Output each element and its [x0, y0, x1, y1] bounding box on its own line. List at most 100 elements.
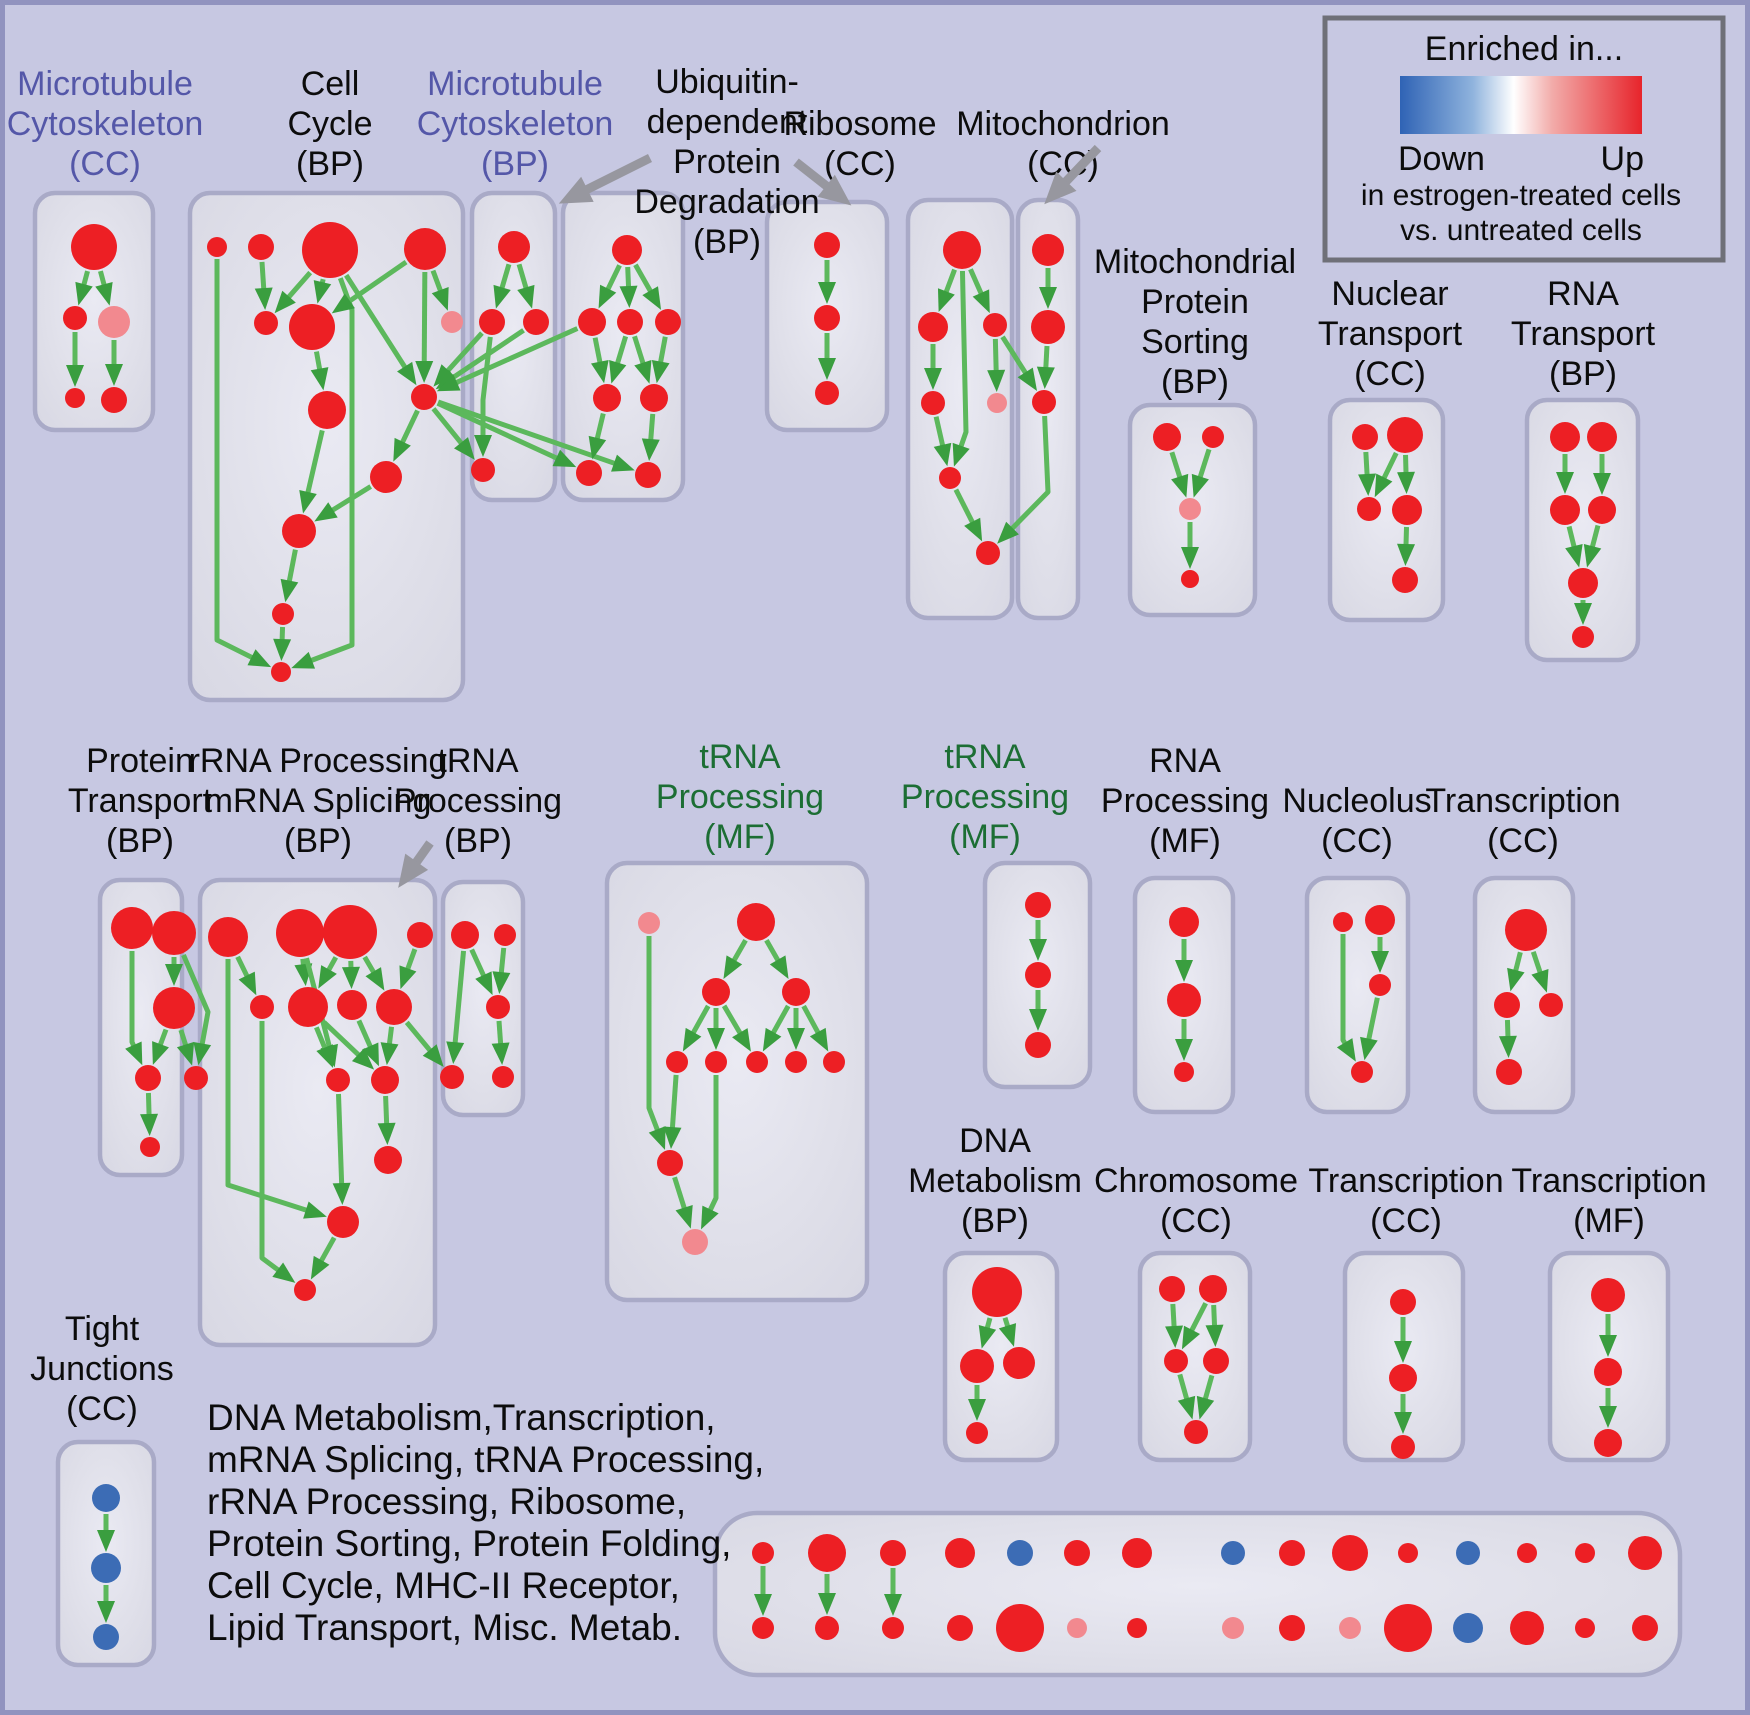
edge-arrow [273, 626, 292, 662]
go-term-node [1181, 570, 1199, 588]
edge-arrow [436, 401, 577, 468]
cluster-label: (BP) [1549, 355, 1617, 393]
go-term-node [184, 1066, 208, 1090]
cluster-label: (BP) [284, 822, 352, 860]
edge-arrow [1498, 1019, 1517, 1059]
cluster-label: Cycle [287, 105, 372, 143]
edge-arrow [1169, 451, 1189, 498]
edge-arrow [1191, 448, 1212, 498]
cluster-label: RNA [1547, 275, 1619, 313]
edge-arrow [721, 1004, 751, 1052]
go-term-node [498, 231, 530, 263]
go-term-node [947, 1615, 973, 1641]
edge-arrow [952, 270, 970, 467]
go-term-node [576, 460, 602, 486]
cluster-label: Protein [1141, 283, 1249, 321]
go-term-node [808, 1534, 846, 1572]
cluster-label: (CC) [1354, 355, 1426, 393]
edge-arrow [318, 956, 339, 989]
go-term-node [376, 989, 412, 1025]
go-term-node [1159, 1276, 1185, 1302]
go-term-node [92, 1484, 120, 1512]
go-term-node [323, 905, 377, 959]
go-term-node [371, 1066, 399, 1094]
edge-arrow [682, 1004, 711, 1052]
edge-arrow [591, 337, 609, 384]
label-pointer-arrow [1044, 144, 1102, 205]
cluster-label: Transport [1318, 315, 1463, 353]
legend-title: Enriched in... [1425, 30, 1623, 68]
go-term-node [635, 462, 661, 488]
cluster-label: Ribosome [783, 105, 936, 143]
go-term-node [374, 1146, 402, 1174]
go-term-node [1203, 1348, 1229, 1374]
edge-arrow [436, 326, 579, 392]
go-term-node [823, 1051, 845, 1073]
go-term-node [523, 309, 549, 335]
edge-arrow [1177, 1373, 1196, 1420]
go-term-node [282, 514, 316, 548]
go-term-node [248, 234, 274, 260]
edge-arrow [415, 271, 434, 384]
go-term-node [276, 909, 324, 957]
cluster-label: Ubiquitin- [655, 63, 799, 101]
go-term-node [1153, 423, 1181, 451]
go-term-node [1357, 497, 1381, 521]
edge-arrow [274, 270, 313, 314]
edge-arrow [651, 336, 670, 384]
go-term-node [960, 1349, 994, 1383]
edge-arrow [953, 488, 983, 542]
go-term-node [815, 1616, 839, 1640]
go-term-node [1384, 1604, 1432, 1652]
go-term-node [1387, 417, 1423, 453]
go-term-node [1575, 1618, 1595, 1638]
go-term-node [578, 308, 606, 336]
edge-arrow [356, 1019, 379, 1067]
edge-arrow [140, 1092, 159, 1137]
edge-arrow [1374, 451, 1399, 498]
edge-arrow [214, 259, 272, 668]
cluster-label: (BP) [961, 1202, 1029, 1240]
go-term-node [785, 1051, 807, 1073]
cluster-label: Mitochondrion [956, 105, 1170, 143]
go-term-node [140, 1137, 160, 1157]
go-term-node [1279, 1615, 1305, 1641]
cluster-label: Tight [65, 1310, 140, 1348]
go-term-node [254, 311, 278, 335]
go-term-node [752, 1542, 774, 1564]
legend-box [1322, 15, 1726, 263]
go-term-node [1184, 1420, 1208, 1444]
go-term-node [1517, 1543, 1537, 1563]
go-term-node [1174, 1062, 1194, 1082]
cluster-label: Cytoskeleton [417, 105, 614, 143]
edge-arrow [474, 336, 493, 457]
edge-arrow [399, 948, 418, 990]
go-term-node [1632, 1615, 1658, 1641]
cluster-label: (BP) [106, 822, 174, 860]
go-term-node [752, 1617, 774, 1639]
go-term-node [337, 990, 367, 1020]
go-term-node [271, 662, 291, 682]
go-term-node [492, 1066, 514, 1088]
edge-arrow [331, 260, 408, 314]
go-term-node [250, 995, 274, 1019]
go-term-node [111, 907, 153, 949]
go-term-node [327, 1206, 359, 1238]
cluster-label: Processing [901, 778, 1069, 816]
go-term-node [1339, 1617, 1361, 1639]
label-pointer-arrow [398, 840, 434, 888]
cluster-label: Transcription [1511, 1162, 1706, 1200]
label-pointer-arrow [793, 158, 852, 206]
edge-arrow [332, 1093, 351, 1206]
go-term-node [1031, 310, 1065, 344]
go-term-node [1594, 1429, 1622, 1457]
cluster-label: Transport [1511, 315, 1656, 353]
edge-arrow [1165, 1303, 1184, 1349]
go-term-node [1067, 1618, 1087, 1638]
cluster-label: Processing [656, 778, 824, 816]
edge-arrow [672, 1176, 693, 1229]
edge-arrow [344, 273, 417, 386]
edge-arrow [125, 951, 143, 1066]
cluster-label: Cytoskeleton [7, 105, 204, 143]
